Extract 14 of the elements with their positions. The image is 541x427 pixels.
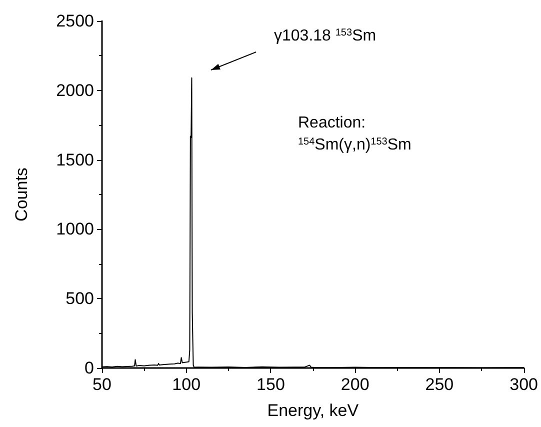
x-axis-title: Energy, keV — [267, 401, 360, 420]
x-tick-label: 100 — [172, 375, 201, 394]
y-axis-title: Counts — [12, 168, 31, 222]
y-tick-label: 2500 — [56, 12, 94, 30]
x-tick-label: 200 — [340, 375, 370, 394]
x-tick-label: 150 — [256, 375, 285, 394]
x-tick-label: 300 — [510, 375, 538, 394]
y-tick-label: 500 — [66, 289, 94, 308]
x-tick-label: 250 — [425, 375, 454, 394]
y-tick-label: 1500 — [56, 150, 94, 170]
y-tick-label: 1000 — [56, 220, 94, 239]
y-tick-label: 0 — [84, 358, 94, 378]
y-tick-label: 2000 — [56, 80, 94, 100]
x-tick-label: 50 — [92, 375, 112, 394]
